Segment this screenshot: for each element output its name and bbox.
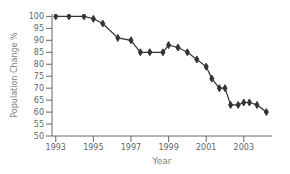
svg-text:1999: 1999 — [158, 143, 178, 152]
svg-text:65: 65 — [34, 96, 44, 105]
svg-text:70: 70 — [34, 84, 44, 93]
svg-text:1997: 1997 — [121, 143, 141, 152]
svg-text:60: 60 — [34, 108, 44, 117]
svg-text:80: 80 — [34, 60, 44, 69]
svg-text:1995: 1995 — [83, 143, 103, 152]
svg-text:Year: Year — [151, 156, 171, 166]
svg-text:95: 95 — [34, 24, 44, 33]
svg-text:75: 75 — [34, 72, 44, 81]
svg-text:85: 85 — [34, 48, 44, 57]
svg-text:50: 50 — [34, 132, 44, 141]
svg-text:1993: 1993 — [46, 143, 66, 152]
svg-text:Population Change %: Population Change % — [10, 32, 19, 118]
svg-text:90: 90 — [34, 36, 44, 45]
svg-text:100: 100 — [29, 12, 44, 21]
svg-text:2001: 2001 — [196, 143, 216, 152]
svg-text:2003: 2003 — [234, 143, 254, 152]
svg-text:55: 55 — [34, 120, 44, 129]
